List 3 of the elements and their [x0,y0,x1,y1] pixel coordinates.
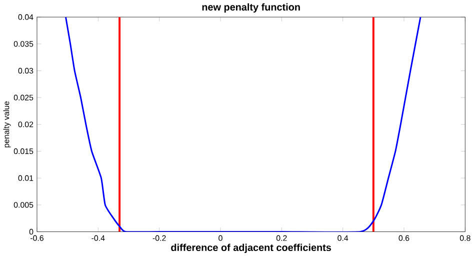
chart-title: new penalty function [202,3,300,12]
x-axis-title: difference of adjacent coefficients [171,244,332,253]
line-series [64,16,422,232]
